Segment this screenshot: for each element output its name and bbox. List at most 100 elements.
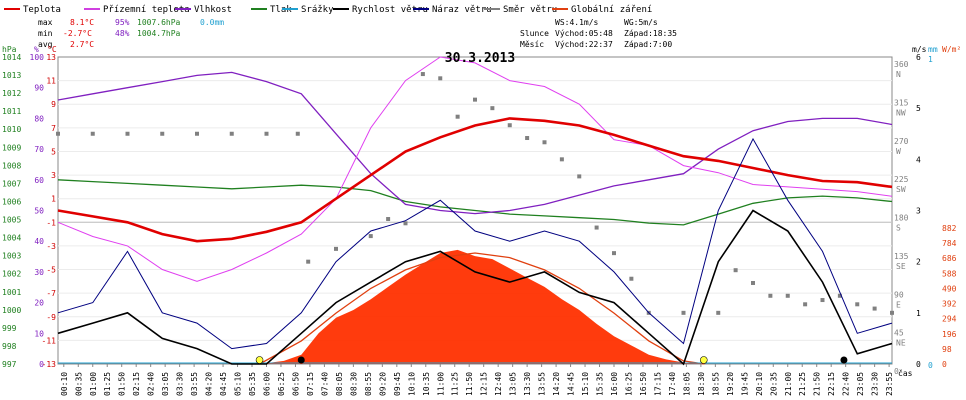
axis-wm2-tick: 686 bbox=[942, 254, 957, 263]
legend-label-6: Náraz větru bbox=[432, 5, 492, 15]
stat-avg-temp: 2.7°C bbox=[70, 40, 94, 49]
axis-pct-tick: 70 bbox=[34, 145, 44, 154]
time-label: 19:20 bbox=[726, 372, 735, 396]
sun-moon-markers bbox=[255, 356, 848, 364]
axis-pct-tick: 50 bbox=[34, 207, 44, 216]
axis-dir-label: S bbox=[896, 224, 901, 233]
axis-hpa-tick: 1004 bbox=[2, 234, 21, 243]
axis-ms-tick: 0 bbox=[916, 360, 921, 369]
series-wind-dir-point bbox=[855, 302, 860, 307]
axis-dir-tick: 360 bbox=[894, 60, 909, 69]
axis-ms-unit: m/s bbox=[912, 45, 927, 54]
series-wind-dir-point bbox=[403, 221, 408, 226]
axis-mm-tick: 1 bbox=[928, 55, 933, 64]
time-label: 10:10 bbox=[407, 372, 416, 396]
time-label: 13:55 bbox=[538, 372, 547, 396]
axis-dir-tick: 270 bbox=[894, 137, 909, 146]
axis-dir-label: N bbox=[896, 70, 901, 79]
stat-max-label: max bbox=[38, 18, 53, 27]
time-label: 17:15 bbox=[653, 372, 662, 396]
time-label: 05:10 bbox=[234, 372, 243, 396]
axis-wm2-tick: 490 bbox=[942, 284, 957, 293]
series-wind-dir-point bbox=[751, 280, 755, 285]
series-wind-dir-point bbox=[473, 97, 477, 102]
sun-set: Západ:18:35 bbox=[624, 29, 677, 38]
time-label: 16:50 bbox=[639, 372, 648, 396]
axis-hpa-tick: 1007 bbox=[2, 179, 21, 188]
time-label: 03:05 bbox=[161, 372, 170, 396]
time-label: 19:45 bbox=[740, 372, 749, 396]
time-label: 21:00 bbox=[784, 372, 793, 396]
axis-degc-tick: 1 bbox=[51, 195, 56, 204]
axis-hpa-tick: 1000 bbox=[2, 306, 21, 315]
time-label: 18:55 bbox=[711, 372, 720, 396]
time-label: 23:30 bbox=[871, 372, 880, 396]
time-label: 18:30 bbox=[697, 372, 706, 396]
time-label: 05:35 bbox=[248, 372, 257, 396]
axis-pct-tick: 80 bbox=[34, 114, 44, 123]
stat-ws: WS:4.1m/s bbox=[555, 18, 599, 27]
time-label: 07:40 bbox=[320, 372, 329, 396]
moon-set: Západ:7:00 bbox=[624, 40, 672, 49]
axis-wm2-tick: 0 bbox=[942, 360, 947, 369]
axis-degc-unit: °C bbox=[47, 45, 57, 54]
axis-degc-tick: -5 bbox=[46, 266, 56, 275]
series-wind-dir-point bbox=[594, 225, 599, 230]
time-label: 17:40 bbox=[668, 372, 677, 396]
moon-label: Měsíc bbox=[520, 40, 544, 49]
series-wind-dir-point bbox=[525, 136, 530, 141]
stat-max-temp: 8.1°C bbox=[70, 18, 94, 27]
axis-degc-tick: -13 bbox=[42, 360, 57, 369]
time-label: 20:35 bbox=[769, 372, 778, 396]
legend-label-8: Globální záření bbox=[571, 5, 652, 15]
axis-dir-label: SW bbox=[896, 185, 906, 194]
axis-pct-tick: 90 bbox=[34, 84, 44, 93]
legend-label-4: Srážky bbox=[301, 5, 334, 15]
axis-ms-tick: 5 bbox=[916, 104, 921, 113]
axis-ms-tick: 4 bbox=[916, 155, 921, 164]
axis-dir-tick: 180 bbox=[894, 214, 909, 223]
series-wind-dir-point bbox=[542, 140, 547, 145]
time-label: 15:10 bbox=[581, 372, 590, 396]
sunrise-marker bbox=[255, 356, 264, 364]
time-label: 22:40 bbox=[842, 372, 851, 396]
series-wind-dir-point bbox=[490, 106, 495, 111]
axis-dir-label: SE bbox=[896, 262, 906, 271]
time-label: 01:50 bbox=[118, 372, 127, 396]
series-wind-dir-point bbox=[295, 131, 300, 136]
axis-degc-tick: -7 bbox=[46, 289, 56, 298]
legend-label-7: Směr větru bbox=[503, 5, 557, 15]
axis-hpa-tick: 1008 bbox=[2, 161, 21, 170]
axis-wm2-tick: 784 bbox=[942, 239, 957, 248]
axis-degc-tick: 9 bbox=[51, 100, 56, 109]
time-label: 01:00 bbox=[89, 372, 98, 396]
axis-hpa-tick: 1001 bbox=[2, 288, 21, 297]
time-axis-unit: čas bbox=[898, 368, 913, 378]
sun-label: Slunce bbox=[520, 29, 549, 38]
axis-hpa-tick: 1003 bbox=[2, 252, 21, 261]
series-wind-dir-point bbox=[837, 293, 842, 298]
stat-min-label: min bbox=[38, 29, 53, 38]
time-label: 04:45 bbox=[219, 372, 228, 396]
series-wind-dir-point bbox=[629, 276, 634, 281]
time-label: 08:55 bbox=[364, 372, 373, 396]
axis-wm2-tick: 294 bbox=[942, 315, 957, 324]
chart-title: 30.3.2013 bbox=[445, 51, 515, 66]
time-label: 04:20 bbox=[205, 372, 214, 396]
series-wind-dir-point bbox=[90, 131, 95, 136]
axis-mm-tick: 0 bbox=[928, 361, 933, 370]
series-radiation-area bbox=[259, 249, 705, 364]
legend-label-5: Rychlost větru bbox=[352, 5, 428, 15]
stat-wg: WG:5m/s bbox=[624, 18, 658, 27]
series-wind-dir-point bbox=[420, 72, 425, 77]
time-label: 11:00 bbox=[436, 372, 445, 396]
axis-dir-label: E bbox=[896, 300, 901, 309]
series-wind-dir-point bbox=[438, 76, 443, 81]
time-label: 23:05 bbox=[856, 372, 865, 396]
axis-dir-tick: 90 bbox=[894, 290, 904, 299]
time-label: 09:45 bbox=[393, 372, 402, 396]
axis-hpa-tick: 1011 bbox=[2, 107, 21, 116]
time-label: 06:00 bbox=[263, 372, 272, 396]
time-label: 01:25 bbox=[103, 372, 112, 396]
axis-hpa-tick: 1014 bbox=[2, 53, 21, 62]
